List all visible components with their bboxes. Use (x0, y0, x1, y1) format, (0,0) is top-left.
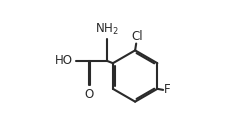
Text: F: F (163, 83, 170, 96)
Text: O: O (84, 88, 94, 101)
Text: HO: HO (55, 54, 73, 67)
Text: NH$_2$: NH$_2$ (94, 22, 118, 37)
Text: Cl: Cl (130, 30, 142, 42)
